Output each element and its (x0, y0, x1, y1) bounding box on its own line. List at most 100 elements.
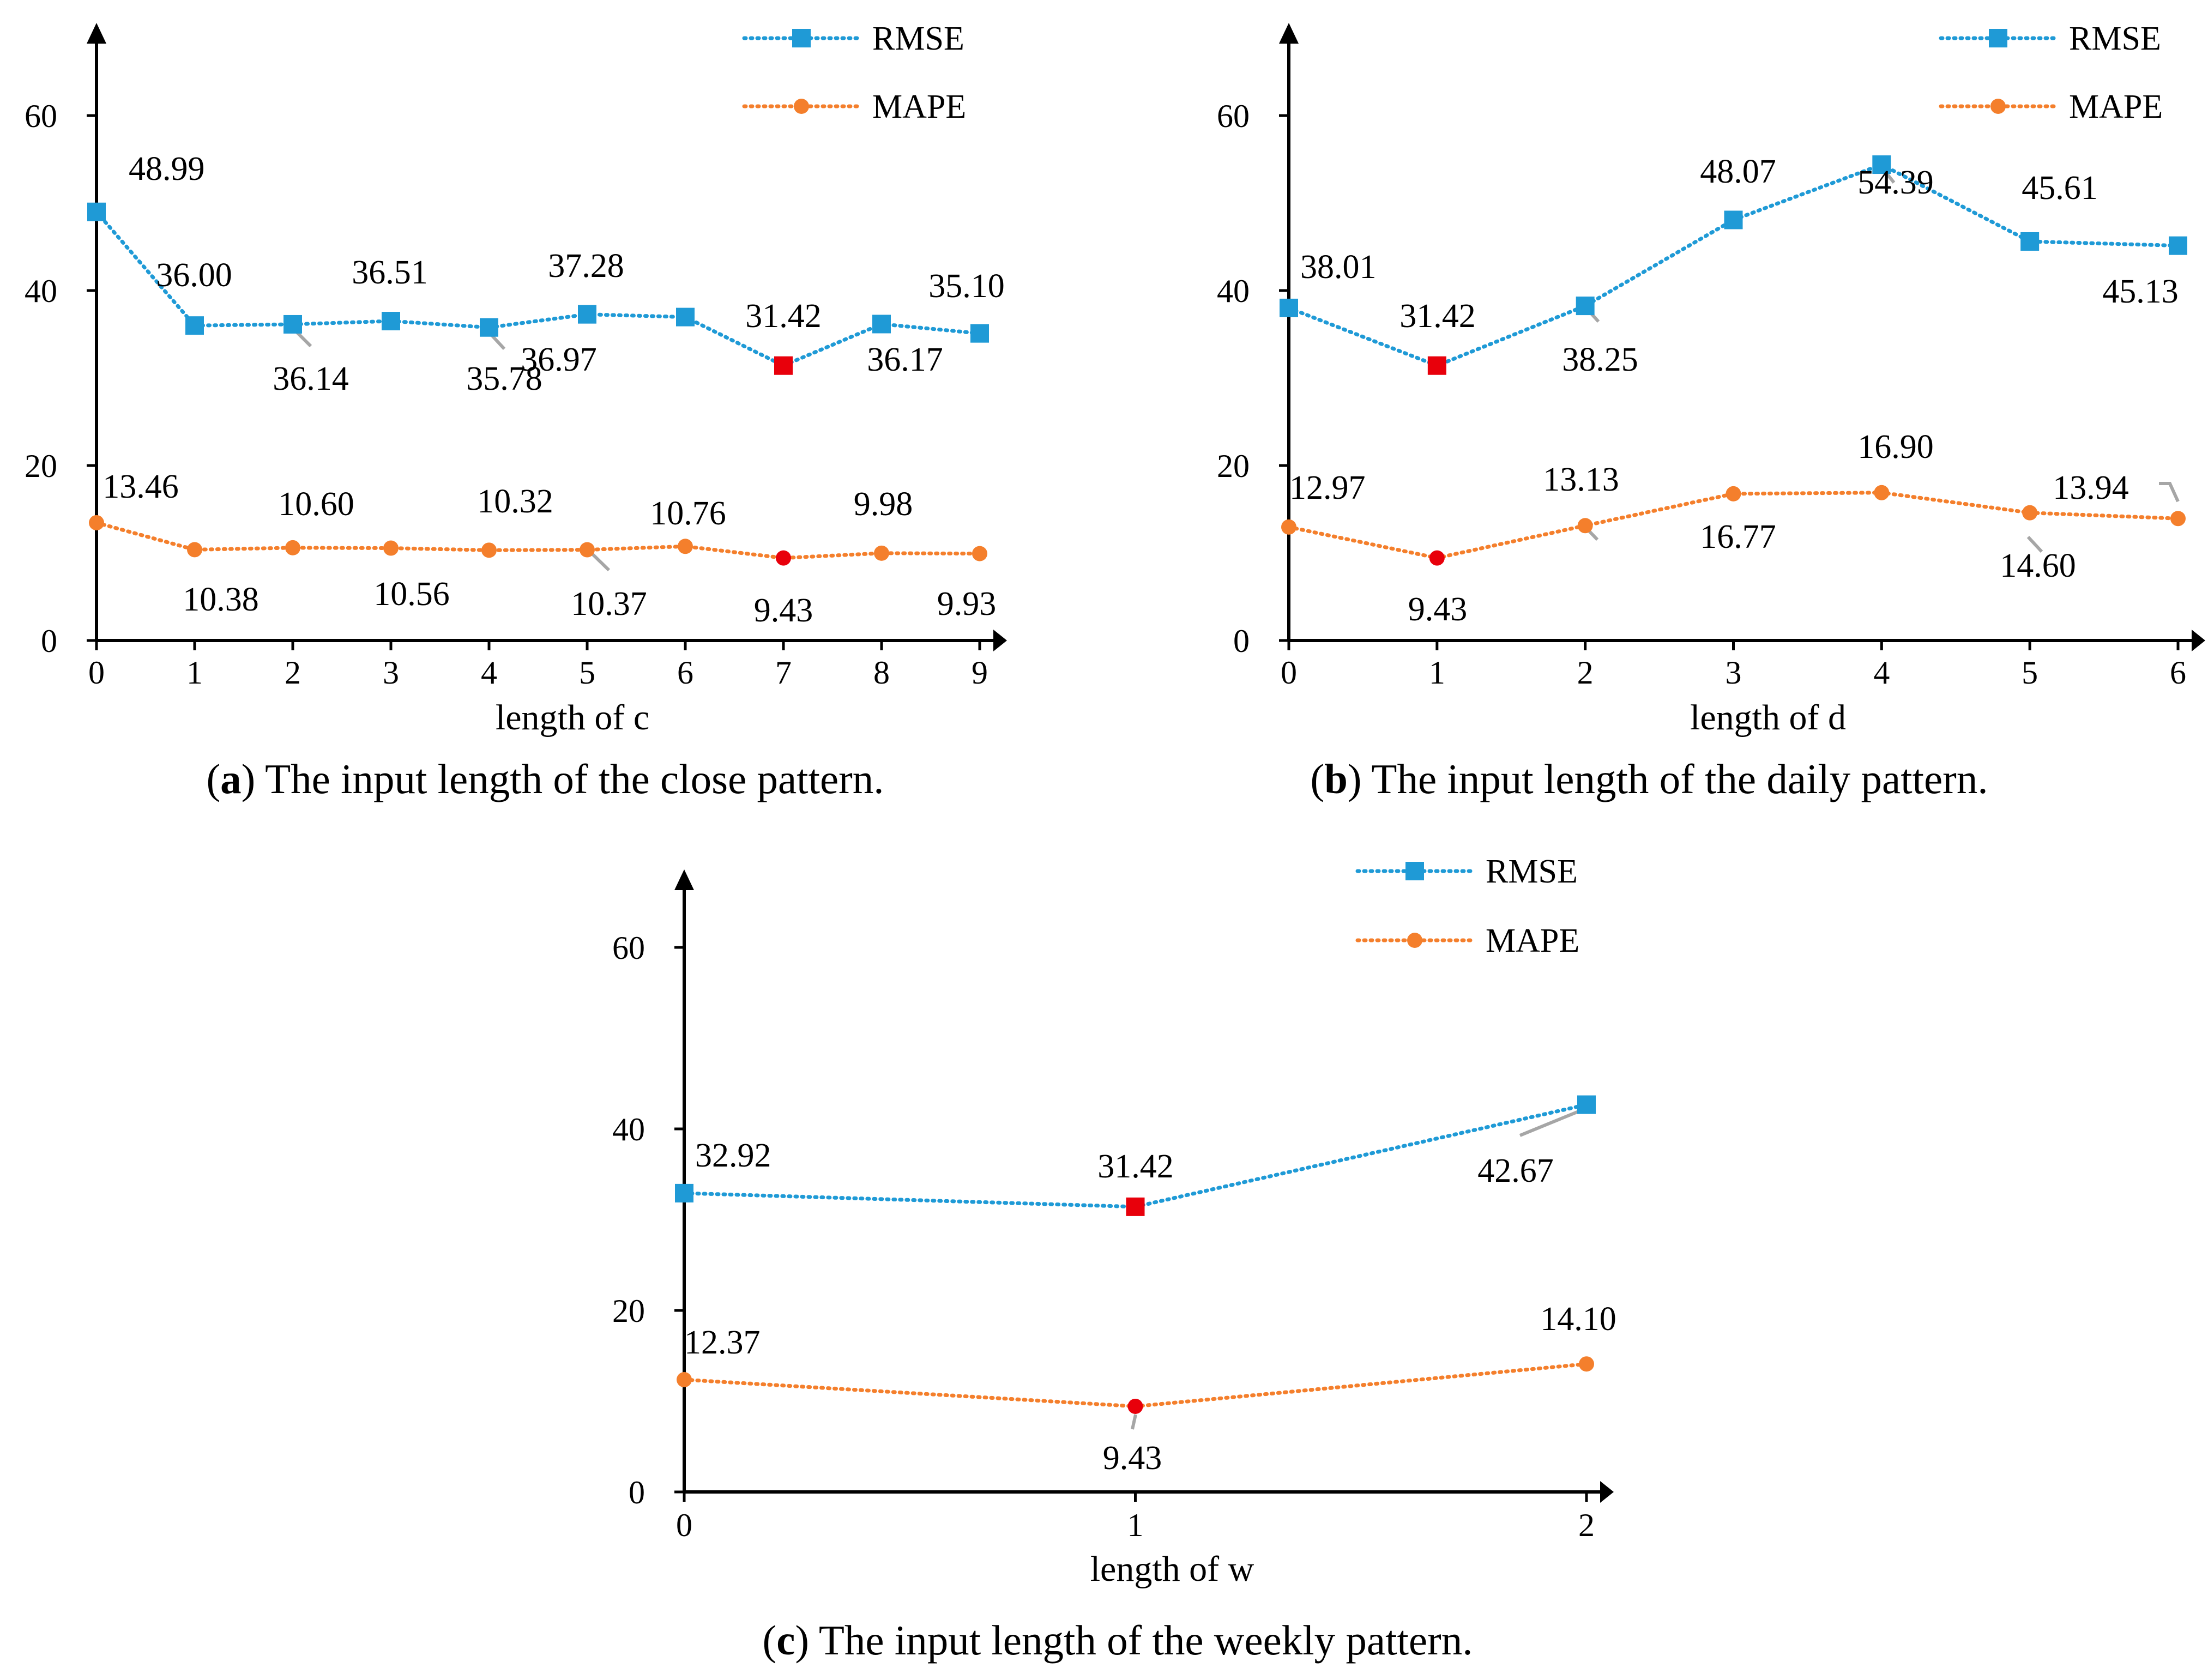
data-point-rmse (970, 324, 989, 343)
legend-label-mape: MAPE (2069, 88, 2163, 125)
legend-marker-rmse (792, 29, 811, 47)
data-point-mape (2170, 511, 2186, 527)
caption-b-letter: b (1324, 756, 1348, 802)
x-axis-arrow (993, 630, 1007, 651)
data-point-mape (580, 542, 595, 558)
data-label-rmse: 36.97 (521, 341, 597, 378)
data-label-rmse: 37.28 (548, 247, 624, 285)
x-tick-label: 1 (1127, 1507, 1144, 1543)
data-label-mape: 10.56 (373, 576, 450, 613)
y-tick-label: 0 (41, 623, 57, 659)
data-point-mape (383, 540, 399, 556)
series-line-rmse (94, 210, 982, 368)
x-axis-arrow (1600, 1481, 1614, 1503)
data-label-rmse: 36.17 (867, 341, 943, 378)
x-tick-label: 7 (775, 655, 792, 691)
data-label-rmse: 45.13 (2102, 273, 2179, 310)
data-point-rmse (675, 1183, 693, 1202)
caption-c-text: The input length of the weekly pattern. (818, 1617, 1473, 1664)
data-label-mape: 14.10 (1540, 1301, 1616, 1338)
legend-label-rmse: RMSE (1486, 853, 1578, 890)
data-label-mape: 12.37 (684, 1324, 761, 1361)
data-label-rmse: 31.42 (1097, 1148, 1174, 1185)
data-label-mape: 13.94 (2053, 469, 2129, 506)
data-point-mape (1579, 1356, 1594, 1372)
legend-label-mape: MAPE (1486, 922, 1579, 959)
data-label-mape: 10.37 (571, 585, 647, 623)
data-label-rmse: 32.92 (695, 1137, 771, 1174)
data-point-rmse (1724, 210, 1743, 229)
label-leader-line (2026, 535, 2043, 553)
y-axis-arrow (87, 23, 106, 44)
y-tick-label: 20 (25, 448, 57, 484)
data-label-mape: 9.43 (754, 592, 813, 629)
caption-a-letter: a (220, 756, 242, 802)
data-label-mape: 9.98 (854, 486, 913, 523)
data-point-mape (2022, 505, 2038, 521)
data-label-mape: 10.38 (183, 581, 259, 618)
data-point-mape (285, 540, 300, 555)
x-tick-label: 5 (2022, 655, 2038, 691)
legend-marker-rmse (1405, 862, 1424, 880)
x-tick-label: 2 (1577, 655, 1594, 691)
data-point-rmse (774, 356, 793, 375)
x-tick-label: 2 (285, 655, 301, 691)
legend-label-rmse: RMSE (872, 20, 964, 57)
legend-marker-rmse (1989, 29, 2007, 47)
label-leader-line (1519, 1107, 1588, 1137)
data-label-mape: 9.93 (937, 585, 997, 623)
y-tick-label: 60 (612, 930, 645, 966)
x-axis-arrow (2192, 630, 2205, 651)
data-label-rmse: 45.61 (2022, 170, 2098, 207)
x-tick-label: 4 (1873, 655, 1890, 691)
data-point-mape (187, 542, 202, 558)
legend-marker-mape (1407, 933, 1422, 948)
caption-a-text: The input length of the close pattern. (265, 756, 884, 802)
data-label-rmse: 36.14 (273, 360, 349, 397)
data-label-rmse: 36.51 (352, 254, 428, 291)
data-label-mape: 9.43 (1103, 1440, 1162, 1477)
legend-label-rmse: RMSE (2069, 20, 2161, 57)
chart-panel-a: 0 1 2 3 4 5 6 7 8 9 0 20 40 60 length of c 48.99 36.00 36… (25, 20, 1007, 738)
x-axis-title: length of d (1690, 698, 1846, 738)
data-label-rmse: 36.00 (156, 257, 232, 294)
x-tick-label: 0 (88, 655, 105, 691)
data-point-mape (972, 546, 987, 561)
data-label-mape: 16.90 (1857, 428, 1934, 466)
data-point-rmse (480, 318, 498, 337)
x-tick-label: 5 (579, 655, 595, 691)
x-tick-label: 2 (1578, 1507, 1595, 1543)
data-point-rmse (1427, 356, 1446, 375)
x-tick-label: 3 (383, 655, 399, 691)
data-label-mape: 16.77 (1700, 518, 1776, 555)
data-point-rmse (2020, 232, 2040, 251)
data-label-mape: 10.76 (650, 495, 726, 532)
data-point-mape (1429, 550, 1445, 566)
x-tick-label: 6 (2170, 655, 2186, 691)
x-axis-title: length of c (496, 698, 649, 738)
data-point-mape (1127, 1398, 1143, 1414)
data-label-mape: 10.32 (477, 483, 553, 520)
data-label-rmse: 48.07 (1700, 153, 1776, 190)
data-point-rmse (1577, 1095, 1596, 1114)
y-tick-label: 40 (25, 273, 57, 309)
data-point-rmse (578, 305, 596, 324)
y-tick-label: 0 (629, 1474, 645, 1510)
x-tick-label: 6 (677, 655, 693, 691)
x-tick-label: 9 (972, 655, 988, 691)
data-label-mape: 13.13 (1543, 461, 1619, 498)
legend-marker-mape (1990, 99, 2006, 114)
y-axis-arrow (1279, 23, 1299, 44)
data-point-rmse (2169, 236, 2187, 255)
data-point-mape (678, 539, 693, 554)
y-tick-label: 40 (612, 1111, 645, 1147)
caption-b-text: The input length of the daily pattern. (1371, 756, 1988, 802)
label-leader-line (294, 330, 312, 348)
x-axis-title: length of w (1090, 1549, 1254, 1589)
data-label-mape: 10.60 (278, 486, 354, 523)
x-tick-label: 4 (481, 655, 497, 691)
x-tick-label: 0 (1281, 655, 1297, 691)
